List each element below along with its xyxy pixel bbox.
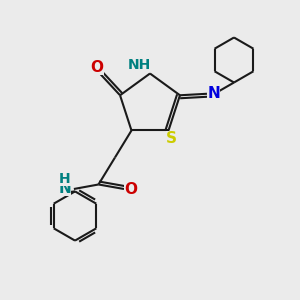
Text: O: O: [90, 60, 104, 75]
Text: N: N: [58, 181, 71, 196]
Text: O: O: [124, 182, 137, 197]
Text: S: S: [166, 131, 177, 146]
Text: N: N: [207, 86, 220, 101]
Text: H: H: [59, 172, 71, 186]
Text: NH: NH: [128, 58, 151, 72]
